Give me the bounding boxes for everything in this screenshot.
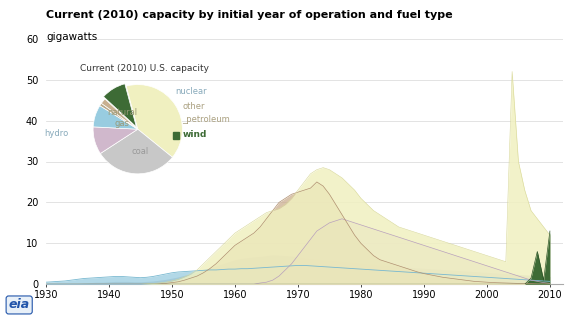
Wedge shape [100, 103, 138, 129]
Wedge shape [93, 106, 138, 129]
Text: Current (2010) U.S. capacity: Current (2010) U.S. capacity [80, 64, 209, 73]
Text: eia: eia [9, 298, 30, 311]
Text: Current (2010) capacity by initial year of operation and fuel type: Current (2010) capacity by initial year … [46, 10, 452, 20]
Text: other: other [183, 102, 205, 111]
Wedge shape [103, 84, 137, 127]
Text: gigawatts: gigawatts [46, 32, 97, 42]
Text: nuclear: nuclear [176, 87, 207, 96]
Wedge shape [102, 99, 138, 129]
Text: hydro: hydro [44, 129, 68, 138]
Text: wind: wind [183, 130, 207, 139]
Text: coal: coal [131, 147, 149, 156]
Wedge shape [100, 129, 172, 174]
Text: _petroleum: _petroleum [183, 115, 230, 124]
Bar [173, 132, 179, 139]
Wedge shape [126, 85, 183, 157]
Text: natural
gas: natural gas [107, 108, 137, 128]
Wedge shape [93, 127, 138, 153]
